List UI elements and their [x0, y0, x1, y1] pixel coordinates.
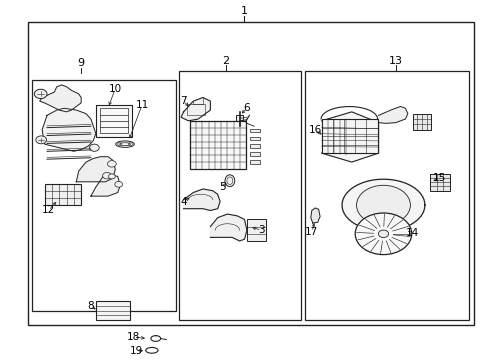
- Text: 10: 10: [108, 84, 122, 94]
- Bar: [321, 119, 377, 153]
- Text: 18: 18: [126, 332, 140, 342]
- Polygon shape: [42, 108, 96, 151]
- Circle shape: [378, 230, 388, 238]
- Circle shape: [354, 213, 411, 255]
- Text: 8: 8: [87, 301, 94, 311]
- Text: 5: 5: [219, 182, 225, 192]
- Bar: [250, 136, 260, 140]
- Text: 2: 2: [222, 56, 229, 66]
- Polygon shape: [91, 175, 120, 196]
- Bar: [305, 71, 468, 320]
- Text: 19: 19: [129, 346, 142, 356]
- Circle shape: [102, 172, 111, 179]
- Bar: [250, 144, 260, 148]
- Circle shape: [356, 185, 409, 225]
- Bar: [100, 108, 128, 134]
- Text: 4: 4: [180, 197, 186, 207]
- Polygon shape: [183, 189, 220, 211]
- Circle shape: [107, 161, 116, 167]
- Text: 12: 12: [42, 206, 55, 216]
- Bar: [178, 71, 300, 320]
- Polygon shape: [342, 179, 424, 231]
- Bar: [96, 301, 130, 320]
- Text: 11: 11: [135, 100, 148, 110]
- Bar: [27, 22, 473, 325]
- Circle shape: [115, 181, 122, 187]
- Text: 1: 1: [241, 6, 247, 17]
- Polygon shape: [40, 85, 81, 112]
- Text: 14: 14: [405, 228, 419, 238]
- Text: 16: 16: [308, 125, 321, 135]
- Bar: [246, 220, 266, 241]
- Text: 15: 15: [432, 173, 445, 183]
- Bar: [250, 160, 260, 164]
- Polygon shape: [378, 107, 407, 123]
- Bar: [250, 129, 260, 132]
- Bar: [189, 121, 245, 169]
- Circle shape: [36, 136, 46, 144]
- Text: 6: 6: [243, 103, 250, 113]
- Text: 17: 17: [305, 227, 318, 237]
- Circle shape: [34, 89, 47, 99]
- Circle shape: [89, 144, 99, 151]
- Ellipse shape: [224, 175, 234, 186]
- Text: 9: 9: [78, 58, 84, 68]
- Text: 3: 3: [258, 225, 264, 235]
- Text: 7: 7: [180, 96, 186, 106]
- Bar: [96, 105, 132, 137]
- Bar: [429, 174, 449, 191]
- Polygon shape: [310, 208, 320, 223]
- Bar: [250, 152, 260, 156]
- Ellipse shape: [116, 141, 134, 147]
- Text: 13: 13: [388, 56, 402, 66]
- Bar: [44, 184, 81, 205]
- Bar: [412, 114, 430, 130]
- Polygon shape: [181, 98, 210, 121]
- Bar: [236, 116, 243, 123]
- Polygon shape: [210, 214, 246, 241]
- Polygon shape: [321, 112, 378, 162]
- Circle shape: [108, 174, 115, 179]
- Polygon shape: [76, 157, 115, 182]
- Bar: [32, 80, 176, 311]
- Bar: [187, 104, 204, 116]
